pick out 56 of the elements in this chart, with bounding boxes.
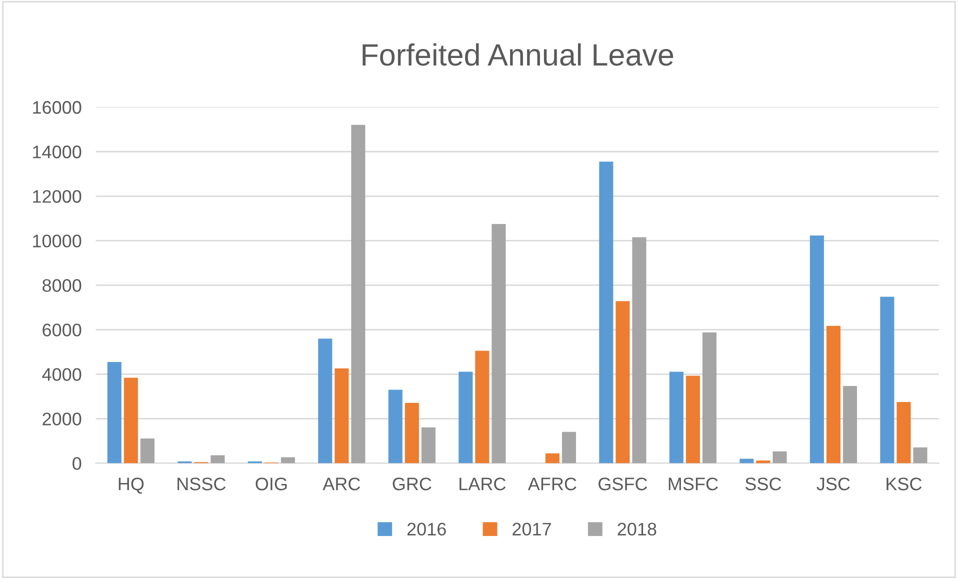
x-tick-label: NSSC — [178, 478, 226, 490]
bar — [669, 372, 684, 464]
bar — [388, 390, 402, 464]
bar — [280, 457, 295, 464]
bar — [124, 378, 138, 464]
bar — [404, 402, 419, 464]
bar — [826, 326, 840, 464]
bar — [599, 162, 614, 464]
bar — [896, 402, 911, 464]
bar — [107, 362, 122, 464]
bar — [880, 296, 894, 464]
bar — [334, 368, 349, 464]
y-tick-label: 8000 — [42, 279, 82, 292]
legend-label: 2017 — [512, 522, 551, 536]
x-tick-label: SSC — [745, 478, 782, 490]
y-tick-label: 2000 — [42, 412, 82, 426]
bar — [492, 224, 506, 464]
y-tick-label: 10000 — [33, 234, 82, 248]
x-tick-label: GRC — [392, 478, 432, 490]
x-tick-label: JSC — [816, 478, 850, 490]
y-tick-label: 16000 — [33, 101, 82, 114]
bar — [562, 432, 576, 464]
bar — [545, 453, 560, 464]
bar — [702, 332, 717, 464]
bar — [616, 301, 630, 464]
x-tick-label: KSC — [886, 478, 922, 490]
y-tick-label: 4000 — [42, 368, 82, 381]
bar — [210, 455, 225, 464]
bar — [458, 372, 473, 464]
bar — [686, 376, 700, 464]
bar — [475, 350, 490, 464]
bar — [842, 386, 858, 464]
chart-title: Forfeited Annual Leave — [362, 43, 674, 66]
bar — [140, 438, 154, 464]
bar — [351, 124, 366, 464]
bar — [421, 427, 436, 464]
legend-label: 2018 — [618, 522, 656, 536]
bar — [632, 237, 646, 464]
bar — [913, 447, 928, 464]
bar — [756, 460, 770, 464]
bar — [740, 458, 754, 464]
x-tick-label: LARC — [460, 478, 506, 490]
x-tick-label: MSFC — [668, 478, 718, 490]
bar — [772, 451, 787, 464]
x-tick-label: OIG — [256, 478, 287, 490]
x-tick-label: HQ — [118, 478, 144, 494]
y-tick-label: 14000 — [33, 146, 82, 158]
x-tick-label: GSFC — [598, 478, 648, 490]
x-tick-label: AFRC — [528, 478, 576, 490]
bar — [810, 236, 824, 464]
y-tick-label: 12000 — [33, 190, 82, 203]
y-tick-label: 0 — [72, 457, 82, 470]
legend-label: 2016 — [407, 522, 446, 536]
x-tick-label: ARC — [322, 478, 360, 490]
y-tick-label: 6000 — [42, 324, 82, 336]
bar — [318, 338, 332, 464]
